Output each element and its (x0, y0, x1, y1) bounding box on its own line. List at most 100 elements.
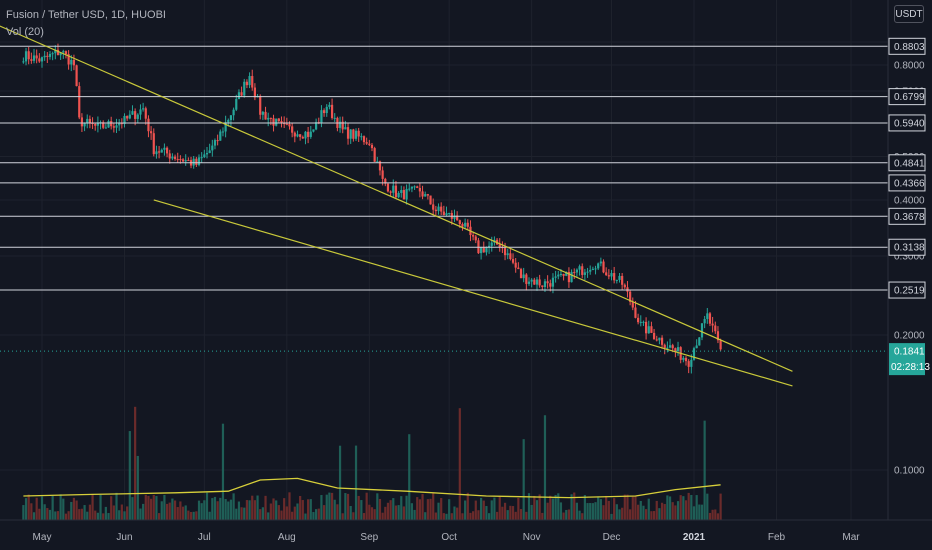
volume-bar (328, 492, 331, 520)
volume-bar (440, 498, 443, 520)
candle-body (288, 124, 291, 127)
x-tick-label: Feb (768, 532, 786, 543)
level-price-label: 0.4841 (894, 158, 925, 169)
volume-bar (243, 507, 246, 520)
volume-bar (472, 511, 475, 520)
candle-body (51, 53, 54, 55)
candle-body (173, 156, 177, 160)
volume-bar (644, 509, 648, 520)
candle-body (312, 129, 315, 132)
volume-bar (259, 509, 262, 520)
candle-body (264, 111, 267, 120)
volume-bar (623, 494, 626, 520)
candle-body (179, 159, 182, 161)
candle-body (80, 117, 84, 127)
volume-bar (690, 494, 693, 520)
candle-body (192, 158, 195, 166)
candle-body (692, 348, 696, 360)
candle-body (322, 110, 326, 114)
candle-body (147, 118, 150, 132)
candle-body (365, 142, 368, 144)
candle-body (631, 301, 634, 308)
volume-bar (330, 492, 334, 520)
volume-bar (429, 498, 432, 520)
candle-body (567, 271, 571, 283)
volume-bar (40, 496, 44, 520)
volume-bar (22, 505, 25, 520)
volume-bar (642, 505, 645, 520)
volume-bar (610, 513, 613, 520)
volume-bar (181, 506, 185, 520)
candle-body (629, 291, 632, 302)
horizontal-levels[interactable] (0, 45, 888, 352)
candle-body (333, 117, 336, 119)
candle-body (144, 108, 147, 119)
volume-indicator-label[interactable]: Vol (20) (6, 26, 44, 38)
candle-body (35, 55, 38, 59)
volume-bar (78, 509, 81, 520)
volume-bar (498, 495, 501, 520)
candle-body (301, 136, 304, 139)
candle-body (386, 183, 390, 192)
volume-bar (256, 495, 259, 520)
volume-bar (668, 496, 672, 520)
volume-bar (163, 494, 166, 520)
candle-body (181, 159, 185, 162)
candle-body (594, 268, 597, 270)
volume-bar (650, 511, 653, 520)
candle-body (126, 115, 129, 119)
volume-bar (142, 503, 145, 520)
volume-bar (261, 507, 264, 520)
candle-body (527, 281, 531, 284)
candle-body (485, 247, 488, 253)
volume-bar (120, 504, 123, 520)
candle-body (269, 117, 272, 119)
candle-body (261, 111, 264, 115)
volume-bar (253, 500, 256, 520)
candle-body (259, 95, 262, 115)
candle-body (511, 259, 515, 263)
volume-bar (46, 508, 49, 520)
candle-body (503, 247, 507, 256)
volume-bar (269, 503, 272, 520)
volume-bar (503, 502, 507, 520)
volume-bar (597, 496, 600, 520)
volume-bar (248, 500, 251, 520)
candle-body (514, 262, 517, 268)
candle-body (184, 160, 187, 162)
candle-body (368, 143, 371, 145)
candle-body (187, 160, 190, 162)
volume-bar (698, 504, 701, 520)
volume-bar (599, 499, 602, 520)
candle-body (591, 268, 594, 270)
candle-body (442, 211, 445, 216)
time-axis[interactable]: May Jun Jul Aug Sep Oct Nov Dec 2021 Feb Mar (0, 519, 932, 543)
candle-body (72, 59, 76, 66)
trend-lines[interactable] (0, 12, 793, 387)
candle-body (554, 276, 557, 278)
candle-body (213, 140, 217, 146)
volume-bar (652, 511, 656, 520)
volume-bar (490, 500, 493, 520)
candle-body (549, 283, 552, 287)
candle-body (517, 267, 520, 270)
candle-body (658, 337, 661, 341)
price-axis[interactable]: 0.90000.80000.70000.50000.40000.30000.20… (887, 0, 930, 520)
volume-bar (189, 511, 193, 520)
volume-bar (605, 495, 608, 520)
volume-bar (392, 498, 395, 520)
volume-bar (293, 506, 296, 520)
currency-unit-badge[interactable]: USDT (894, 5, 924, 23)
candle-body (285, 123, 288, 125)
candle-body (370, 144, 374, 149)
candle-body (40, 57, 44, 62)
bar-countdown-label: 02:28:13 (891, 362, 930, 373)
volume-bar (309, 499, 312, 520)
volume-bar (663, 504, 666, 520)
candle-body (86, 118, 89, 123)
volume-bar (104, 506, 107, 520)
candle-body (205, 152, 209, 155)
level-price-label: 0.8803 (894, 42, 925, 53)
volume-bar (432, 493, 435, 520)
